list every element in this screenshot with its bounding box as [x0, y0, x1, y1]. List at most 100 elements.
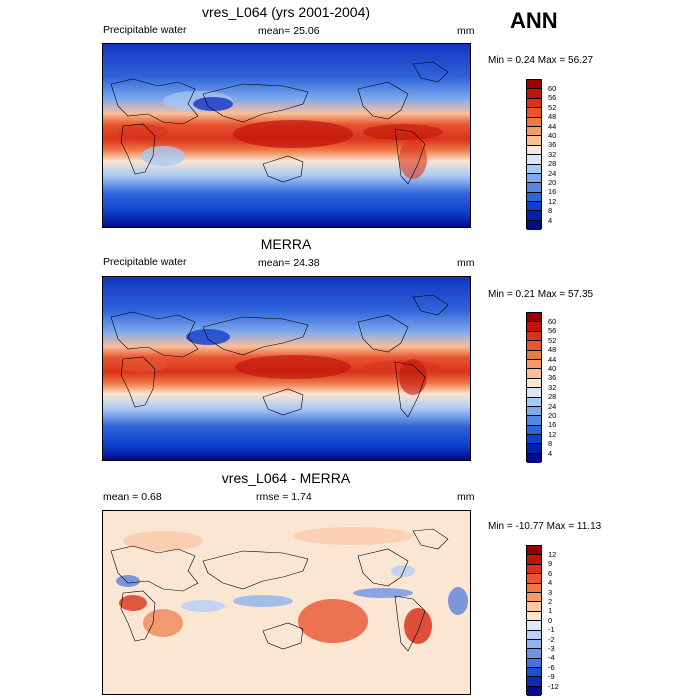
- colorbar-swatch: [527, 80, 541, 90]
- colorbar-model: [526, 79, 542, 231]
- colorbar-tick-label: 4: [548, 578, 553, 588]
- colorbar-tick-label: 44: [548, 354, 557, 364]
- colorbar-tick-label: 0: [548, 615, 553, 625]
- colorbar-swatch: [527, 369, 541, 379]
- colorbar-swatch: [527, 686, 541, 697]
- colorbar-swatch: [527, 546, 541, 556]
- colorbar-tick-label: 1: [548, 606, 553, 616]
- mean-label-model: mean= 25.06: [258, 25, 320, 37]
- colorbar-swatch: [527, 211, 541, 221]
- colorbar-swatch: [527, 602, 541, 612]
- precip-water-map-obs: [103, 277, 470, 460]
- colorbar-tick-label: 56: [548, 93, 557, 103]
- colorbar-tick-label: 12: [548, 196, 557, 206]
- colorbar-swatch: [527, 592, 541, 603]
- colorbar-tick-label: -4: [548, 653, 555, 663]
- colorbar-swatch: [527, 155, 541, 165]
- colorbar-swatch: [527, 331, 541, 342]
- map-panel-diff: [102, 510, 471, 695]
- colorbar-swatch: [527, 397, 541, 407]
- colorbar-tick-label: -1: [548, 625, 555, 635]
- colorbar-tick-label: 16: [548, 187, 557, 197]
- colorbar-swatch: [527, 658, 541, 669]
- colorbar-tick-label: -2: [548, 634, 555, 644]
- colorbar-tick-label: 32: [548, 149, 557, 159]
- colorbar-tick-label: 2: [548, 596, 553, 606]
- colorbar-tick-label: 36: [548, 373, 557, 383]
- colorbar-tick-label: 48: [548, 345, 557, 355]
- colorbar-swatch: [527, 341, 541, 351]
- colorbar-tick-label: -3: [548, 643, 555, 653]
- colorbar-swatch: [527, 555, 541, 565]
- panel-title-obs: MERRA: [260, 236, 312, 252]
- colorbar-tick-label: 28: [548, 392, 557, 402]
- colorbar-swatch: [527, 89, 541, 99]
- colorbar-tick-label: 44: [548, 121, 557, 131]
- colorbar-tick-label: -6: [548, 662, 555, 672]
- colorbar-swatch: [527, 145, 541, 156]
- colorbar-tick-label: 6: [548, 568, 553, 578]
- colorbar-swatch: [527, 639, 541, 650]
- colorbar-swatch: [527, 406, 541, 417]
- colorbar-swatch: [527, 668, 541, 678]
- colorbar-swatch: [527, 378, 541, 389]
- colorbar-tick-label: 60: [548, 83, 557, 93]
- colorbar-tick-label: 12: [548, 429, 557, 439]
- colorbar-tick-label: 56: [548, 326, 557, 336]
- units-label-obs: mm: [457, 257, 475, 269]
- colorbar-swatch: [527, 98, 541, 109]
- colorbar-swatch: [527, 202, 541, 212]
- colorbar-tick-label: 4: [548, 448, 553, 458]
- colorbar-swatch: [527, 192, 541, 203]
- mean-label-diff: mean = 0.68: [103, 491, 162, 503]
- colorbar-tick-label: 48: [548, 112, 557, 122]
- units-label-diff: mm: [457, 491, 475, 503]
- colorbar-tick-label: 24: [548, 401, 557, 411]
- colorbar-swatch: [527, 108, 541, 118]
- panel-title-model: vres_L064 (yrs 2001-2004): [201, 4, 371, 20]
- colorbar-swatch: [527, 630, 541, 640]
- colorbar-swatch: [527, 388, 541, 398]
- colorbar-swatch: [527, 583, 541, 593]
- colorbar-swatch: [527, 621, 541, 631]
- precip-water-diff-map: [103, 511, 470, 694]
- colorbar-swatch: [527, 444, 541, 454]
- colorbar-tick-label: 8: [548, 439, 553, 449]
- colorbar-tick-label: 3: [548, 587, 553, 597]
- colorbar-swatch: [527, 117, 541, 127]
- mean-label-obs: mean= 24.38: [258, 257, 320, 269]
- colorbar-tick-label: 40: [548, 130, 557, 140]
- colorbar-tick-label: 9: [548, 559, 553, 569]
- colorbar-tick-label: 24: [548, 168, 557, 178]
- colorbar-swatch: [527, 677, 541, 687]
- colorbar-tick-label: 16: [548, 420, 557, 430]
- colorbar-tick-label: 36: [548, 140, 557, 150]
- colorbar-obs: [526, 312, 542, 464]
- colorbar-swatch: [527, 359, 541, 370]
- variable-label-model: Precipitable water: [103, 24, 187, 36]
- units-label-model: mm: [457, 25, 475, 37]
- colorbar-swatch: [527, 649, 541, 659]
- colorbar-tick-label: 52: [548, 102, 557, 112]
- minmax-stats-obs: Min = 0.21 Max = 57.35: [488, 289, 594, 300]
- map-panel-model: [102, 43, 471, 228]
- colorbar-swatch: [527, 183, 541, 193]
- colorbar-tick-label: 52: [548, 335, 557, 345]
- colorbar-tick-label: 40: [548, 363, 557, 373]
- colorbar-swatch: [527, 425, 541, 436]
- colorbar-swatch: [527, 126, 541, 137]
- colorbar-tick-label: 20: [548, 177, 557, 187]
- colorbar-swatch: [527, 173, 541, 184]
- colorbar-swatch: [527, 350, 541, 360]
- minmax-stats-model: Min = 0.24 Max = 56.27: [488, 55, 594, 66]
- colorbar-swatch: [527, 453, 541, 464]
- colorbar-swatch: [527, 611, 541, 622]
- season-label: ANN: [510, 8, 558, 33]
- colorbar-swatch: [527, 435, 541, 445]
- colorbar-tick-label: 28: [548, 159, 557, 169]
- colorbar-tick-label: 20: [548, 410, 557, 420]
- colorbar-swatch: [527, 564, 541, 575]
- panel-title-diff: vres_L064 - MERRA: [221, 470, 351, 486]
- colorbar-swatch: [527, 313, 541, 323]
- colorbar-swatch: [527, 322, 541, 332]
